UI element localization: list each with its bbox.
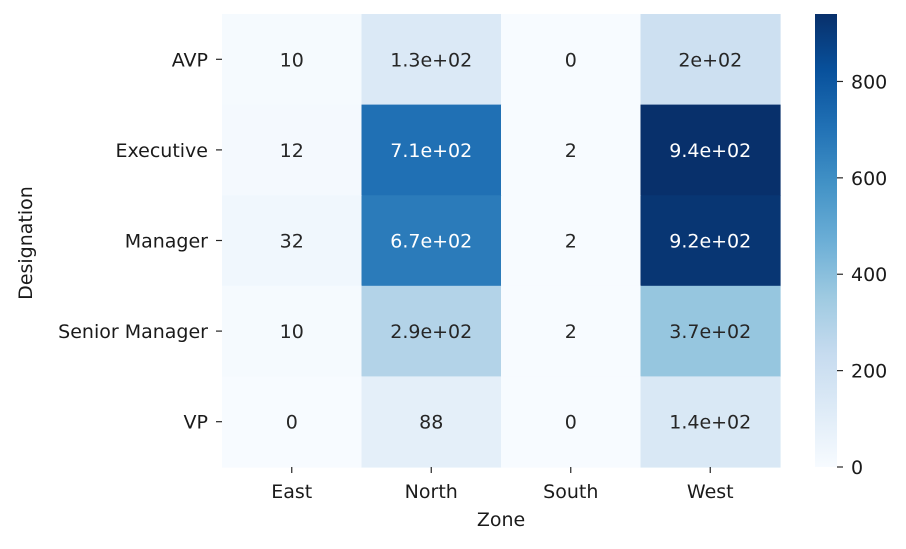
cell-annotation: 6.7e+02: [390, 231, 472, 253]
colorbar-tick-label: 400: [851, 264, 887, 286]
y-tick-label: Executive: [115, 140, 208, 162]
cell-annotation: 2.9e+02: [390, 321, 472, 343]
cell-annotation: 3.7e+02: [669, 321, 751, 343]
x-tick-label: West: [687, 481, 734, 503]
cell-annotation: 32: [280, 231, 304, 253]
heatmap-cell: [222, 104, 363, 196]
cell-annotation: 9.4e+02: [669, 140, 751, 162]
heatmap-cell: [501, 376, 642, 468]
colorbar: 0 200 400 600 800: [815, 14, 887, 479]
colorbar-tick-label: 800: [851, 71, 887, 93]
heatmap-cell: [222, 376, 363, 468]
cell-annotation: 10: [280, 49, 304, 71]
cell-annotation: 0: [565, 412, 577, 434]
heatmap-cell: [501, 285, 642, 377]
y-axis-ticks: AVP Executive Manager Senior Manager VP: [58, 49, 222, 434]
heatmap-cell: [501, 195, 642, 287]
y-tick-label: Manager: [125, 231, 208, 253]
cell-annotation: 1.4e+02: [669, 412, 751, 434]
heatmap-cell: [361, 195, 502, 287]
heatmap-cell: [361, 285, 502, 377]
colorbar-tick-label: 600: [851, 168, 887, 190]
cell-annotation: 0: [565, 49, 577, 71]
cell-annotation: 0: [286, 412, 298, 434]
heatmap-cell: [640, 14, 781, 106]
cell-annotation: 2e+02: [678, 49, 742, 71]
heatmap-cell: [640, 104, 781, 196]
heatmap-cell: [640, 285, 781, 377]
cell-annotation: 9.2e+02: [669, 231, 751, 253]
y-tick-label: Senior Manager: [58, 321, 208, 343]
x-tick-label: South: [543, 481, 598, 503]
colorbar-ticks: 0 200 400 600 800: [837, 71, 887, 479]
y-tick-label: AVP: [172, 49, 208, 71]
heatmap-cell: [222, 285, 363, 377]
cell-annotation: 12: [280, 140, 304, 162]
heatmap-cell: [361, 14, 502, 106]
x-tick-label: East: [271, 481, 312, 503]
heatmap-cell: [640, 195, 781, 287]
heatmap-cell: [361, 104, 502, 196]
colorbar-tick-label: 0: [851, 457, 863, 479]
x-tick-label: North: [405, 481, 458, 503]
heatmap-cell: [222, 14, 363, 106]
heatmap-cell: [501, 104, 642, 196]
heatmap-cell: [640, 376, 781, 468]
heatmap-cell: [222, 195, 363, 287]
cell-annotation: 7.1e+02: [390, 140, 472, 162]
cell-annotation: 10: [280, 321, 304, 343]
heatmap-annotations: 10 1.3e+02 0 2e+02 12 7.1e+02 2 9.4e+02 32 6.7e+0…: [280, 49, 752, 433]
cell-annotation: 88: [419, 412, 443, 434]
y-axis-label: Designation: [15, 186, 37, 300]
cell-annotation: 1.3e+02: [390, 49, 472, 71]
heatmap-cell: [361, 376, 502, 468]
cell-annotation: 2: [565, 231, 577, 253]
heatmap-cell: [501, 14, 642, 106]
heatmap-cells: [222, 14, 781, 468]
colorbar-tick-label: 200: [851, 361, 887, 383]
cell-annotation: 2: [565, 321, 577, 343]
cell-annotation: 2: [565, 140, 577, 162]
y-tick-label: VP: [184, 412, 208, 434]
x-axis-label: Zone: [477, 509, 525, 531]
x-axis-ticks: East North South West: [271, 467, 734, 503]
colorbar-gradient: [815, 14, 837, 467]
